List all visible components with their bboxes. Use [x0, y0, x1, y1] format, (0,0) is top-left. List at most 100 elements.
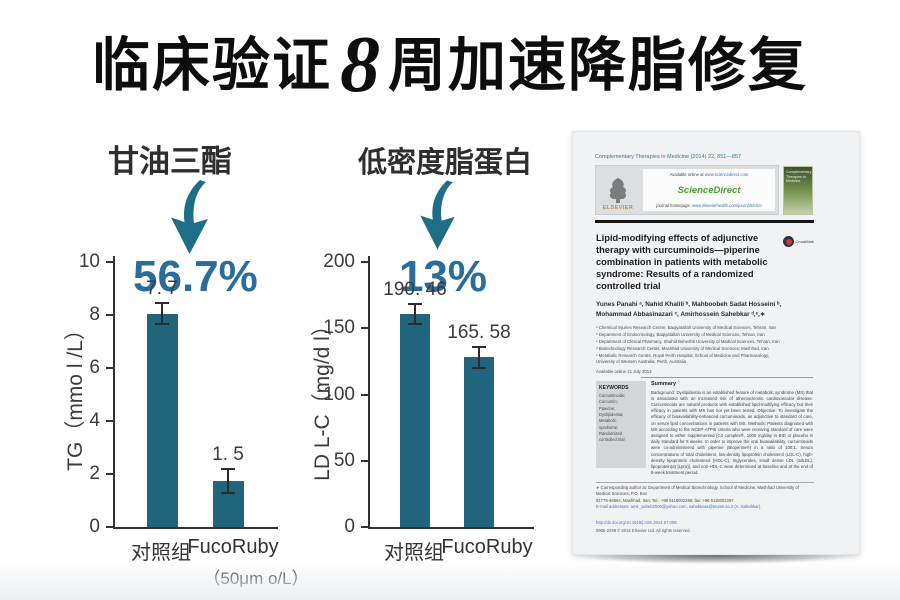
journal-homepage-line: journal homepage: www.elsevierhealth.com… [656, 203, 762, 208]
y-tick-label: 8 [89, 304, 100, 325]
y-tick-label: 150 [323, 317, 355, 339]
page-title: 临床验证 8 周加速降脂修复 [0, 18, 900, 111]
y-tick-label: 0 [344, 516, 355, 537]
keywords-heading: KEYWORDS [599, 385, 629, 391]
journal-cover-image: Complementary Therapies in Medicine [783, 166, 813, 215]
cover-title-line: Complementary [786, 170, 812, 174]
summary-section: Summary Background: Dyslipidemia is an e… [651, 381, 813, 477]
y-tick-mark [106, 526, 113, 528]
x-category-label: 对照组 [384, 542, 444, 564]
y-tick-label: 50 [333, 449, 355, 471]
x-category-label: FucoRuby [441, 536, 533, 558]
tg-reduction-percent: 56.7% [133, 252, 258, 301]
keyword-item: syndrome; [599, 424, 619, 430]
x-axis-line [368, 527, 534, 529]
y-tick-mark [106, 314, 113, 316]
keyword-item: Randomized [599, 431, 622, 437]
error-bar-cap [472, 345, 486, 348]
authors-line: Mohammad Abbasinazari ᶜ, Amirhossein Sah… [596, 310, 766, 318]
y-tick-label: 0 [89, 516, 100, 537]
y-tick-label: 100 [323, 383, 355, 405]
y-tick-mark [106, 473, 113, 475]
y-tick-mark [361, 459, 368, 462]
page-title-number: 8 [340, 21, 380, 109]
elsevier-logo: ELSEVIER [596, 166, 640, 214]
bar-value-label: 165. 58 [447, 321, 511, 343]
page-title-prefix: 临床验证 [91, 33, 332, 98]
keyword-item: Metabolic [599, 418, 617, 424]
page-title-suffix: 周加速降脂修复 [388, 33, 809, 98]
bar [400, 313, 430, 527]
available-online-date: Available online 21 July 2014 [596, 369, 652, 374]
article-affiliations: ᵃ Chemical Injuries Research Centre, Baq… [596, 325, 811, 366]
ldl-chart-title: 低密度脂蛋白 [357, 147, 532, 179]
affiliation-line: University of Western Australia, Perth, … [596, 359, 686, 365]
bar [464, 357, 494, 527]
copyright-line: 0965-2299 © 2014 Elsevier Ltd. All right… [596, 528, 691, 533]
doi-link: http://dx.doi.org/10.1016/j.ctim.2014.07… [596, 520, 677, 525]
bar-value-label: 190. 46 [383, 278, 447, 300]
y-tick-mark [361, 526, 368, 528]
affiliation-line: ᶜ Department of Clinical Pharmacy, Shahi… [596, 338, 780, 344]
y-tick-mark [106, 261, 113, 263]
x-category-label: 对照组 [131, 542, 191, 564]
journal-header-box: ELSEVIER Available online at www.science… [595, 165, 779, 215]
bar-value-label: 7. 7 [146, 278, 178, 300]
y-tick-label: 2 [89, 463, 100, 484]
header-divider-rule [595, 220, 814, 223]
y-tick-mark [361, 261, 368, 263]
error-bar-line [478, 346, 480, 368]
affiliation-line: ᵉ Metabolic Research Centre, Royal Perth… [596, 352, 769, 358]
x-axis-line [113, 527, 278, 529]
cover-title-line: Therapies in [786, 174, 806, 179]
down-arrow-icon [171, 180, 208, 254]
article-title: Lipid-modifying effects of adjunctive th… [596, 233, 768, 291]
y-axis-label: TG（mmo l /L） [64, 319, 87, 471]
error-bar-cap [221, 491, 235, 494]
y-tick-label: 6 [89, 357, 100, 378]
journal-citation-line: Complementary Therapies in Medicine (201… [595, 154, 742, 160]
sciencedirect-logo: ScienceDirect [677, 184, 741, 196]
crossmark-badge: CrossMark [783, 236, 817, 247]
down-arrow-icon [420, 180, 455, 250]
error-bar-line [161, 303, 163, 325]
keyword-item: controlled trial [599, 437, 625, 443]
error-bar-cap [221, 467, 235, 470]
affiliation-line: ᵃ Chemical Injuries Research Centre, Baq… [596, 325, 776, 330]
keywords-box: KEYWORDS Curcuminoids; Curcumin; Piperine;… [596, 381, 646, 468]
crossmark-label: CrossMark [795, 239, 814, 244]
sciencedirect-panel: Available online at www.sciencedirect.co… [643, 169, 775, 211]
keyword-item: Dyslipidemia; [599, 412, 624, 418]
error-bar-cap [155, 302, 169, 305]
y-tick-label: 200 [323, 251, 355, 272]
y-tick-mark [106, 420, 113, 422]
y-tick-label: 4 [89, 410, 100, 431]
keywords-list: Curcuminoids; Curcumin; Piperine; Dyslipide… [599, 393, 643, 444]
elsevier-wordmark: ELSEVIER [602, 205, 634, 211]
footnote-block: ∗ Corresponding author at: Department of… [596, 482, 814, 510]
x-category-label: FucoRuby [187, 536, 279, 558]
tg-chart-title: 甘油三酯 [108, 144, 232, 179]
error-bar-line [414, 303, 416, 324]
footnote-line: ∗ Corresponding author at: Department of… [596, 485, 799, 497]
summary-divider-rule [641, 377, 813, 378]
bottom-fade-decor [0, 560, 900, 600]
bar-value-label: 1. 5 [212, 443, 244, 465]
y-tick-mark [361, 327, 368, 330]
article-authors: Yunes Panahi ᵃ, Nahid Khalili ᵇ, Mahboob… [596, 300, 808, 320]
keyword-item: Curcuminoids; [599, 393, 626, 398]
affiliation-line: ᵇ Department of Endocrinology, Baqiyatal… [596, 331, 765, 337]
error-bar-cap [408, 302, 422, 305]
summary-heading: Summary [651, 381, 677, 387]
authors-line: Yunes Panahi ᵃ, Nahid Khalili ᵇ, Mahboob… [596, 301, 782, 308]
error-bar-cap [155, 323, 169, 326]
y-tick-mark [361, 393, 368, 396]
y-axis-line [368, 256, 370, 529]
error-bar-cap [408, 322, 422, 325]
elsevier-tree-icon [609, 178, 627, 203]
footnote-line: 91779-48564, Mashhad, Iran. Tel.: +98 51… [596, 497, 735, 503]
affiliation-line: ᵈ Biotechnology Research Center, Mashhad… [596, 345, 769, 351]
y-tick-label: 10 [78, 251, 100, 272]
y-axis-line [113, 256, 115, 529]
